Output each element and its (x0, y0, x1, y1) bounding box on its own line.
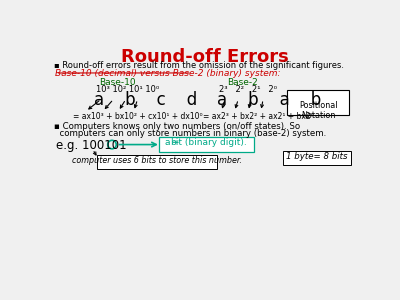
Text: 2³   2²   2¹   2⁰: 2³ 2² 2¹ 2⁰ (219, 85, 277, 94)
Text: computer uses 6 bits to store this number.: computer uses 6 bits to store this numbe… (72, 156, 242, 165)
Text: a    b    c    d: a b c d (94, 92, 198, 110)
Text: Positional
Notation: Positional Notation (299, 101, 338, 120)
Text: = ax10³ + bx10² + cx10¹ + dx10⁰: = ax10³ + bx10² + cx10¹ + dx10⁰ (73, 112, 203, 121)
Text: Base-2: Base-2 (227, 78, 258, 87)
Text: 1 byte= 8 bits: 1 byte= 8 bits (286, 152, 347, 161)
Text: Base-10 (decimal) versus Base-2 (binary) system:: Base-10 (decimal) versus Base-2 (binary)… (56, 69, 281, 78)
Text: Base-10: Base-10 (99, 78, 136, 87)
FancyBboxPatch shape (282, 151, 351, 165)
Text: computers can only store numbers in binary (base-2) system.: computers can only store numbers in bina… (54, 129, 326, 138)
FancyBboxPatch shape (287, 90, 349, 115)
Text: Round-off Errors: Round-off Errors (121, 47, 289, 65)
FancyBboxPatch shape (96, 154, 218, 169)
Text: a    b    a    b: a b a b (217, 92, 321, 110)
Text: bit: bit (170, 138, 182, 147)
Text: = ax2³ + bx2² + ax2¹ + bx2⁰: = ax2³ + bx2² + ax2¹ + bx2⁰ (203, 112, 314, 121)
Text: ▪ Computers knows only two numbers (on/off states). So: ▪ Computers knows only two numbers (on/o… (54, 122, 300, 131)
Text: ▪ Round-off errors result from the omission of the significant figures.: ▪ Round-off errors result from the omiss… (54, 61, 344, 70)
Text: a: a (165, 138, 173, 147)
FancyBboxPatch shape (159, 137, 254, 152)
Text: e.g. 100101: e.g. 100101 (56, 139, 127, 152)
Text: 10³ 10² 10¹ 10⁰: 10³ 10² 10¹ 10⁰ (96, 85, 160, 94)
Text: (binary digit).: (binary digit). (182, 138, 246, 147)
